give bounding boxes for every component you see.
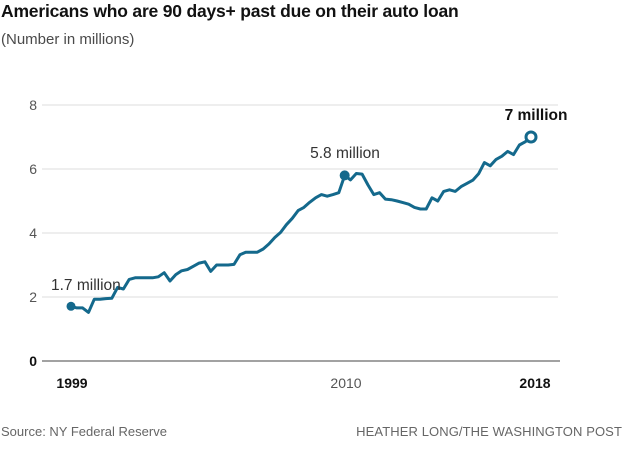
data-point-marker [339,170,350,181]
chart-title: Americans who are 90 days+ past due on t… [1,1,459,21]
value-annotation: 5.8 million [310,145,380,162]
x-axis-tick-label: 1999 [56,375,88,391]
x-axis-tick-label: 2018 [519,375,551,391]
data-point-marker [66,301,76,311]
delinquency-series-line [69,135,533,314]
endpoint-open-marker [524,130,538,144]
source-note: Source: NY Federal Reserve [1,424,167,439]
y-axis-tick-label: 8 [29,97,37,113]
x-axis-tick-label: 2010 [330,375,362,391]
y-axis-tick-label: 6 [29,161,37,177]
footer: Source: NY Federal Reserve HEATHER LONG/… [0,424,624,442]
y-axis-tick-label: 0 [29,353,37,369]
y-axis-tick-label: 2 [29,289,37,305]
value-annotation: 7 million [504,107,568,124]
y-axis-tick-label: 4 [29,225,37,241]
chart-subtitle: (Number in millions) [1,31,135,48]
byline-credit: HEATHER LONG/THE WASHINGTON POST [356,424,622,439]
value-annotation: 1.7 million [51,277,121,294]
